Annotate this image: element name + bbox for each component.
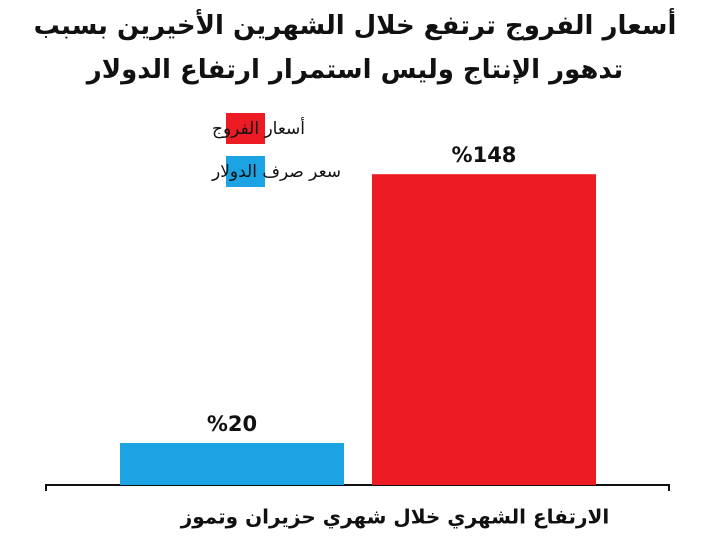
chart-title: أسعار الفروج ترتفع خلال الشهرين الأخيرين…: [33, 11, 677, 85]
legend-swatch: [226, 113, 265, 144]
value-label: %148: [452, 143, 517, 167]
value-label: %20: [207, 412, 257, 436]
bar: [120, 443, 344, 485]
legend-label: سعر صرف الدولار: [211, 162, 341, 182]
legend-swatch: [226, 156, 265, 187]
bar: [372, 174, 596, 485]
legend-label: أسعار الفروج: [212, 117, 305, 139]
x-tick-label: الارتفاع الشهري خلال شهري حزيران وتموز: [180, 505, 610, 530]
